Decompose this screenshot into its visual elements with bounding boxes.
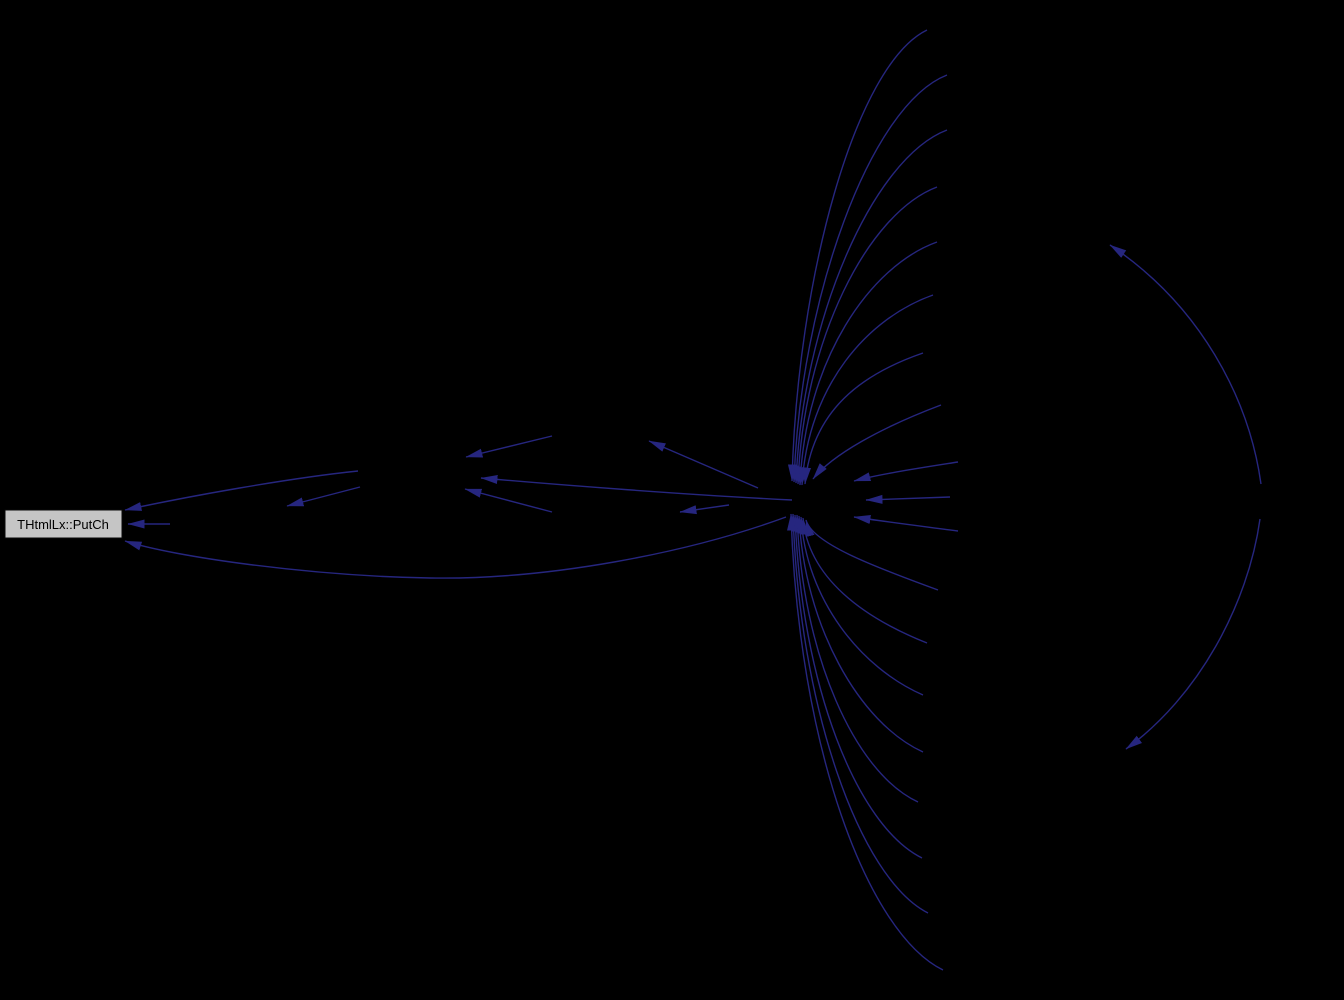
edge-hub-to-putch-long (124, 516, 787, 579)
edge-right-straight-2 (865, 494, 951, 504)
node-label: THtmlLx::PutCh (17, 517, 109, 532)
edge-fan-top-1 (787, 29, 928, 482)
edge-fan-bottom-1 (805, 519, 939, 591)
edge-fan-bottom-5 (793, 514, 919, 803)
node-box[interactable] (4, 509, 123, 539)
edge-fan-bottom-8 (787, 513, 944, 971)
edge-fan-bottom-7 (789, 513, 929, 914)
node-thtmllx-putch[interactable]: THtmlLx::PutCh (4, 509, 123, 539)
edge-mid-to-node-1 (464, 488, 553, 513)
edge-fan-top-4 (794, 186, 938, 485)
edge-arc-lower-right (1125, 518, 1261, 750)
edge-node-d-to-putch-top (124, 470, 359, 511)
edge-hub-to-node-b (648, 440, 759, 489)
edge-fan-bottom-2 (799, 517, 928, 644)
edge-fan-top-7 (802, 352, 924, 485)
edge-fan-bottom-6 (791, 514, 923, 859)
edge-arc-upper-right (1109, 244, 1262, 485)
edge-fan-bottom-3 (797, 516, 924, 696)
edge-node-b-to-node-d (465, 435, 553, 458)
edge-fan-top-2 (790, 74, 948, 483)
edge-fan-top-6 (798, 294, 934, 486)
edge-fan-top-8 (812, 404, 942, 480)
edge-node-a-to-node-e (286, 486, 361, 507)
edge-hub-to-node-c (679, 504, 730, 515)
edge-right-straight-1 (853, 461, 959, 482)
edge-fan-top-5 (796, 241, 938, 486)
edge-right-straight-3 (853, 515, 959, 532)
edge-hub-to-node-a (480, 474, 793, 501)
edge-layer (124, 29, 1262, 971)
edge-fan-bottom-4 (795, 515, 924, 753)
edge-fan-top-3 (792, 129, 948, 484)
